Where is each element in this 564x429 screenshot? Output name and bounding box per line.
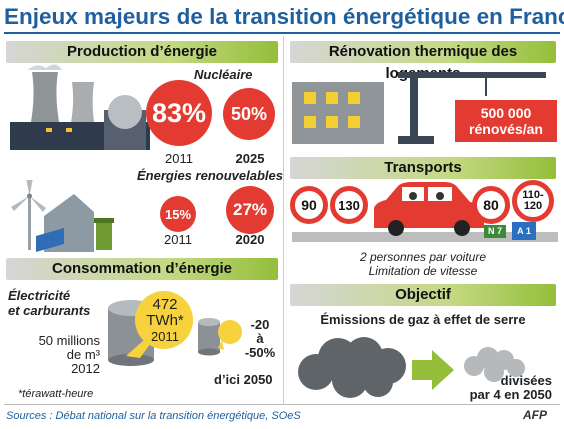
consumption-label-line2: et carburants: [8, 303, 91, 318]
car-illustration: [374, 182, 484, 236]
speed-sign-110-120-line1: 110-: [522, 189, 544, 201]
transports-caption-line1: 2 personnes par voiture: [359, 250, 487, 264]
car-wheel-rear: [454, 220, 470, 236]
renewables-year-2020: 2020: [235, 232, 265, 247]
crane-mast: [410, 74, 418, 144]
renewables-label: Énergies renouvelables: [137, 168, 283, 183]
renewables-2011-value: 15%: [164, 206, 192, 222]
speed-sign-90-value: 90: [301, 197, 317, 213]
wind-turbine-blade: [26, 180, 33, 196]
building: [292, 82, 384, 144]
transports-caption: 2 personnes par voiture Limitation de vi…: [290, 250, 556, 278]
nuclear-plant-illustration: [10, 64, 150, 150]
nuclear-2025-circle: 50%: [223, 88, 275, 140]
renovation-header: Rénovation thermique des logements: [290, 41, 556, 82]
renewables-2020-value: 27%: [232, 200, 268, 219]
source-note: Sources : Débat national sur la transiti…: [6, 410, 301, 422]
road-sign-n7: N 7: [484, 225, 506, 238]
speed-sign-130-value: 130: [338, 197, 360, 213]
emissions-illustration: [298, 337, 525, 398]
cloud-large: [298, 337, 406, 398]
road-sign-a1: A 1: [512, 222, 536, 240]
renewables-2020-circle: 27%: [226, 186, 274, 234]
renovation-unit: rénovés/an: [469, 121, 543, 137]
consumption-horizon: d’ici 2050: [214, 372, 273, 387]
objective-result-line1: divisées: [500, 373, 552, 388]
nuclear-2025-value: 50%: [230, 103, 268, 124]
title-rule: [4, 32, 560, 34]
consumption-value: 472: [152, 296, 178, 313]
renovation-badge: 500 000 rénovés/an: [455, 100, 557, 142]
column-divider: [283, 36, 284, 404]
target-line2: à: [256, 331, 264, 346]
lightbulb-large-icon: [126, 291, 193, 358]
transports-header: Transports: [290, 157, 556, 179]
consumption-value-block: 472 TWh* 2011: [142, 297, 188, 345]
arrow-right-icon: [412, 350, 454, 390]
speed-sign-110-120-line2: 120: [523, 200, 543, 212]
page-title: Enjeux majeurs de la transition énergéti…: [4, 4, 564, 29]
nuclear-year-2011: 2011: [165, 151, 193, 166]
nuclear-label: Nucléaire: [194, 67, 253, 82]
target-line1: -20: [250, 317, 270, 332]
road: [292, 232, 558, 242]
people-line2: de m³: [66, 347, 100, 362]
renewables-year-2011: 2011: [164, 232, 192, 247]
solar-panel: [36, 228, 64, 252]
consumption-header: Consommation d’énergie: [6, 258, 278, 280]
target-block: -20 à -50%: [240, 318, 280, 360]
speed-sign-90: 90: [290, 186, 328, 224]
renovation-illustration: [292, 72, 546, 144]
production-header: Production d’énergie: [6, 41, 278, 63]
recycling-bin: [96, 222, 112, 250]
reactor-dome: [108, 95, 142, 129]
target-line3: -50%: [244, 345, 276, 360]
objective-header: Objectif: [290, 284, 556, 306]
consumption-footnote: *térawatt-heure: [18, 388, 94, 400]
consumption-unit: TWh*: [146, 312, 184, 329]
renovation-value: 500 000: [480, 105, 532, 121]
lightbulb-small-icon: [218, 320, 242, 344]
nuclear-year-2025: 2025: [235, 151, 265, 166]
objective-result: divisées par 4 en 2050: [452, 374, 552, 402]
people-year: 2012: [71, 361, 100, 376]
consumption-label: Électricité et carburants: [8, 288, 90, 318]
consumption-label-line1: Électricité: [8, 288, 71, 303]
nuclear-2011-circle: 83%: [146, 80, 212, 146]
bottom-rule: [4, 404, 560, 405]
objective-subtitle: Émissions de gaz à effet de serre: [320, 312, 526, 327]
renewables-2011-circle: 15%: [160, 196, 196, 232]
crane-jib: [398, 72, 546, 78]
speed-sign-80-value: 80: [483, 197, 499, 213]
afp-logo: AFP: [523, 408, 547, 422]
speed-sign-80: 80: [472, 186, 510, 224]
car-wheel-front: [388, 220, 404, 236]
nuclear-2011-value: 83%: [151, 97, 207, 128]
barrel-small: [198, 322, 220, 352]
cloud-small: [464, 347, 525, 382]
people-line1: 50 millions: [38, 333, 100, 348]
transports-caption-line2: Limitation de vitesse: [368, 264, 478, 278]
speed-sign-130: 130: [330, 186, 368, 224]
speed-sign-110-120: 110- 120: [512, 180, 554, 222]
objective-result-line2: par 4 en 2050: [469, 387, 552, 402]
people-block: 50 millions de m³ 2012: [22, 334, 100, 376]
consumption-year: 2011: [151, 329, 179, 344]
car-body: [374, 182, 484, 228]
renewables-illustration: [11, 180, 114, 252]
